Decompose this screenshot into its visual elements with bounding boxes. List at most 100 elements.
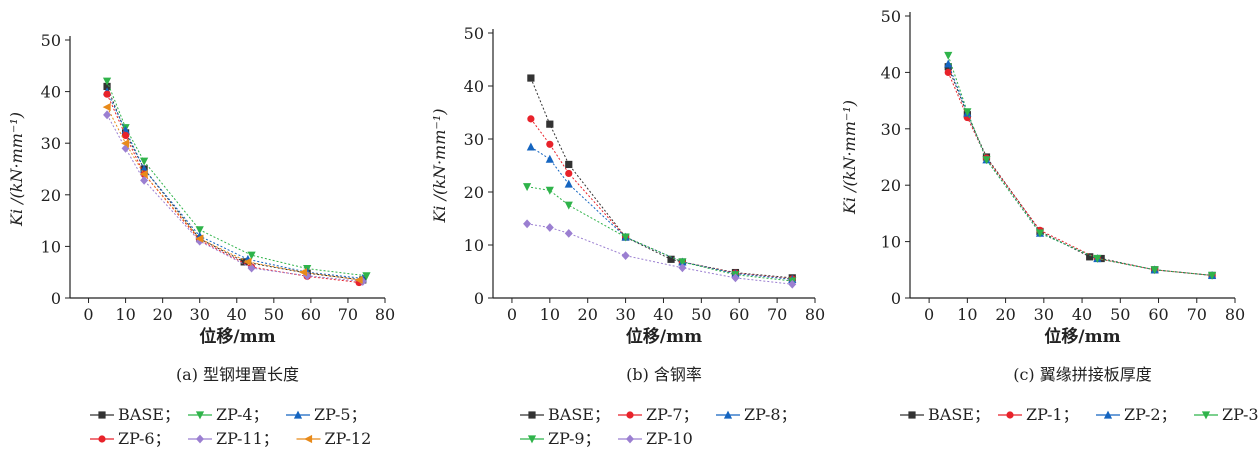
data-point-zp-12	[139, 170, 148, 179]
x-axis-label: 位移/mm	[626, 326, 702, 347]
data-point-zp-7	[527, 115, 535, 123]
chart-panel-3: 0 10 20 30 40 50 0 10 20 30 40 50 60 70 80 位移/mm Ki /(kN…	[840, 7, 1259, 424]
y-tick-label: 40	[881, 63, 901, 82]
data-point-zp-3	[982, 156, 991, 165]
legend-label: ZP-1；	[1026, 405, 1079, 424]
legend-item-zp-6: ZP-6；	[90, 429, 171, 448]
legend-item-zp-3: ZP-3	[1194, 405, 1259, 424]
legend-item-base: BASE；	[900, 405, 990, 424]
legend-label: ZP-6；	[118, 429, 171, 448]
x-tick-label: 30	[615, 305, 635, 324]
y-tick-label: 30	[464, 130, 484, 149]
panel-caption: (b) 含钢率	[626, 365, 702, 384]
legend-label: ZP-3	[1222, 405, 1259, 424]
series-line-zp-3	[947, 55, 1213, 276]
legend-label: ZP-10	[646, 429, 693, 448]
legend-marker	[723, 410, 733, 419]
legend-item-zp-8: ZP-8；	[716, 405, 797, 424]
y-tick-label: 10	[881, 233, 901, 252]
series-line-zp-6	[106, 93, 360, 283]
data-point-zp-7	[546, 140, 554, 148]
data-point-zp-12	[354, 275, 363, 285]
data-point-zp-4	[140, 157, 149, 166]
y-tick-label: 20	[881, 176, 901, 195]
x-tick-label: 80	[1225, 305, 1245, 324]
data-point-base	[103, 82, 111, 91]
data-point-zp-9	[621, 233, 630, 242]
data-point-zp-7	[565, 169, 573, 178]
chart-panel-2: 0 10 20 30 40 50 0 10 20 30 40 50 60 70 80 位移/mm Ki /(kN…	[430, 24, 825, 448]
y-tick-label: 20	[464, 183, 484, 202]
x-tick-label: 0	[924, 305, 934, 324]
data-point-zp-12	[195, 234, 204, 243]
x-tick-label: 70	[338, 305, 358, 324]
legend-item-zp-4: ZP-4；	[188, 405, 269, 424]
x-tick-label: 0	[83, 305, 93, 324]
legend-label: ZP-2；	[1124, 405, 1177, 424]
series-line-zp-2	[947, 63, 1213, 276]
data-point-base	[565, 160, 573, 169]
legend-marker	[626, 411, 634, 419]
x-tick-label: 40	[653, 305, 673, 324]
series-line-zp-12	[106, 106, 360, 281]
legend-label: ZP-11；	[216, 429, 279, 448]
x-tick-label: 60	[729, 305, 749, 324]
data-point-zp-10	[678, 263, 687, 273]
legend-label: BASE；	[928, 405, 990, 424]
legend-item-zp-2: ZP-2；	[1096, 405, 1177, 424]
x-tick-label: 30	[1034, 305, 1054, 324]
data-point-base	[667, 255, 675, 263]
x-tick-label: 10	[540, 305, 560, 324]
legend-label: ZP-7；	[646, 405, 699, 424]
legend-marker	[1006, 411, 1014, 419]
data-point-zp-4	[362, 272, 371, 281]
data-point-zp-3	[1207, 271, 1217, 280]
legend-marker	[626, 434, 634, 444]
data-point-zp-11	[103, 110, 112, 120]
legend-marker	[1201, 411, 1211, 420]
legend-marker	[527, 435, 537, 444]
y-tick-label: 30	[41, 134, 61, 153]
data-point-zp-3	[944, 51, 953, 60]
data-point-zp-4	[102, 77, 112, 86]
data-point-zp-1	[944, 68, 952, 76]
y-tick-label: 10	[41, 237, 61, 256]
y-tick-label: 0	[474, 289, 484, 308]
legend-marker	[528, 411, 536, 419]
y-tick-label: 0	[51, 289, 61, 308]
data-point-base	[1097, 254, 1105, 263]
x-tick-label: 10	[115, 305, 135, 324]
x-tick-label: 40	[227, 305, 247, 324]
series-line-zp-11	[106, 114, 363, 282]
data-point-base	[546, 120, 554, 128]
y-axis-label: Ki /(kN·mm⁻¹)	[7, 112, 26, 227]
data-point-zp-10	[621, 251, 630, 260]
legend-item-base: BASE；	[90, 405, 180, 424]
legend-marker	[98, 411, 106, 419]
legend-item-base: BASE；	[520, 405, 610, 424]
data-point-zp-2	[944, 59, 953, 68]
y-tick-label: 0	[891, 289, 901, 308]
series-line-zp-1	[947, 72, 1213, 276]
data-point-zp-10	[523, 219, 532, 229]
data-point-zp-11	[121, 143, 130, 153]
y-tick-label: 40	[464, 77, 484, 96]
legend-item-zp-7: ZP-7；	[618, 405, 699, 424]
x-tick-label: 50	[264, 305, 284, 324]
data-point-zp-12	[121, 139, 130, 148]
data-point-zp-10	[545, 223, 554, 232]
data-point-zp-12	[102, 102, 111, 112]
y-tick-label: 50	[881, 7, 901, 26]
y-tick-label: 50	[41, 31, 61, 50]
data-point-zp-10	[788, 279, 797, 289]
x-tick-label: 30	[190, 305, 210, 324]
x-tick-label: 20	[578, 305, 598, 324]
x-tick-label: 10	[957, 305, 977, 324]
series-line-base	[530, 77, 793, 279]
x-tick-label: 60	[301, 305, 321, 324]
legend-item-zp-5: ZP-5；	[286, 405, 367, 424]
data-point-zp-11	[140, 175, 149, 185]
legend-marker	[195, 411, 205, 420]
x-tick-label: 80	[805, 305, 825, 324]
y-tick-label: 10	[464, 236, 484, 255]
